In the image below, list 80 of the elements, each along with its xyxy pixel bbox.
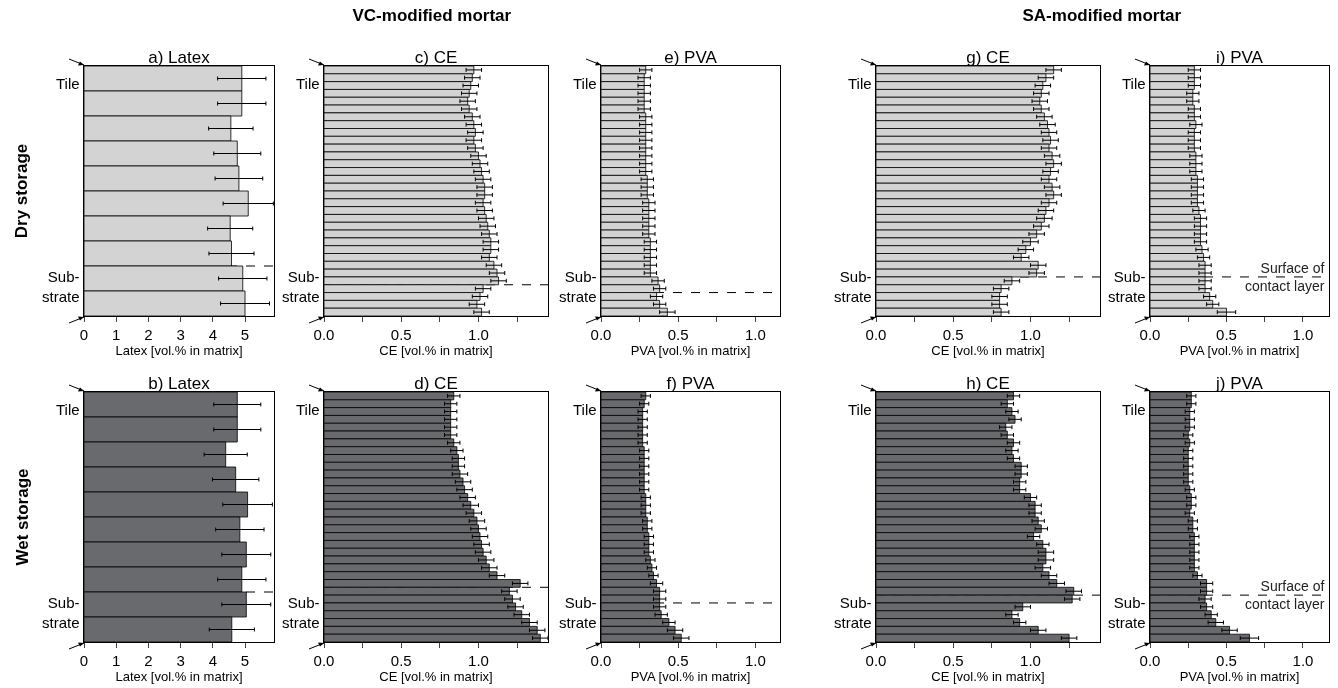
x-tick-label: 2 — [144, 652, 153, 669]
x-tick-label: 0.0 — [1139, 326, 1161, 343]
x-tick-label: 1.0 — [468, 326, 489, 343]
x-axis-title: CE [vol.% in matrix] — [379, 343, 493, 358]
x-tick-label: 0 — [79, 652, 89, 669]
x-tick-label: 1.0 — [744, 652, 766, 669]
x-tick-label: 0 — [79, 326, 89, 343]
x-tick-label: 5 — [240, 326, 250, 343]
x-axis-title: CE [vol.% in matrix] — [379, 669, 493, 684]
x-tick-label: 1.0 — [744, 326, 766, 343]
x-tick-label: 0.5 — [667, 326, 689, 343]
x-tick-label: 1.0 — [1020, 326, 1041, 343]
text: VC-modified mortar — [352, 6, 512, 26]
x-tick-label: 2 — [144, 326, 153, 343]
text: Sub- strate — [834, 268, 872, 305]
x-tick-label: 0.5 — [1216, 652, 1237, 669]
text: Tile — [296, 75, 320, 92]
x-tick-label: 4 — [208, 652, 217, 669]
x-axis-title: PVA [vol.% in matrix] — [630, 669, 751, 684]
text: Tile — [1122, 401, 1146, 418]
x-tick-label: 0.5 — [390, 326, 412, 343]
chart-title: h) CE — [966, 374, 1010, 393]
x-tick-label: 1.0 — [1292, 326, 1314, 343]
x-tick-label: 0.5 — [942, 326, 964, 343]
text: Sub- strate — [42, 268, 80, 305]
x-axis-title: CE [vol.% in matrix] — [931, 669, 1045, 684]
chart-title: f) PVA — [666, 374, 716, 393]
x-tick-label: 1.0 — [1020, 652, 1041, 669]
text: Sub- strate — [559, 594, 597, 631]
x-tick-label: 0.5 — [1216, 326, 1237, 343]
annotation: Surface of contact layer — [1245, 578, 1325, 613]
x-axis-title: Latex [vol.% in matrix] — [115, 669, 243, 684]
x-tick-label: 4 — [208, 326, 217, 343]
text: Tile — [573, 75, 597, 92]
text: Tile — [848, 75, 872, 92]
x-tick-label: 0.0 — [313, 326, 335, 343]
x-axis-title: PVA [vol.% in matrix] — [1179, 343, 1300, 358]
chart-title: c) CE — [414, 48, 458, 67]
x-tick-label: 0.0 — [590, 652, 612, 669]
text: Sub- strate — [559, 268, 597, 305]
x-tick-label: 0.0 — [590, 326, 612, 343]
x-tick-label: 0.5 — [667, 652, 689, 669]
x-tick-label: 3 — [176, 326, 185, 343]
text: Tile — [296, 401, 320, 418]
annotation: Surface of contact layer — [1245, 260, 1325, 295]
chart-title: i) PVA — [1216, 48, 1264, 67]
x-axis-title: PVA [vol.% in matrix] — [1179, 669, 1300, 684]
x-tick-label: 1.0 — [468, 652, 489, 669]
text: Sub- strate — [1108, 268, 1146, 305]
x-axis-title: Latex [vol.% in matrix] — [115, 343, 243, 358]
chart-title: e) PVA — [664, 48, 718, 67]
text: Tile — [56, 401, 80, 418]
x-tick-label: 1 — [112, 326, 121, 343]
text: Tile — [573, 401, 597, 418]
text: Tile — [848, 401, 872, 418]
text: Sub- strate — [1108, 594, 1146, 631]
text: Sub- strate — [282, 268, 320, 305]
chart-title: b) Latex — [148, 374, 211, 393]
x-axis-title: CE [vol.% in matrix] — [931, 343, 1045, 358]
chart-title: d) CE — [414, 374, 458, 393]
x-tick-label: 0.5 — [390, 652, 412, 669]
chart-title: a) Latex — [148, 48, 211, 67]
x-tick-label: 0.0 — [865, 652, 887, 669]
text: Dry storage — [12, 143, 33, 239]
x-tick-label: 1.0 — [1292, 652, 1314, 669]
x-tick-label: 3 — [176, 652, 185, 669]
text: SA-modified mortar — [1022, 6, 1182, 26]
text: Tile — [56, 75, 80, 92]
x-axis-title: PVA [vol.% in matrix] — [630, 343, 751, 358]
x-tick-label: 0.0 — [865, 326, 887, 343]
text: Sub- strate — [282, 594, 320, 631]
x-tick-label: 0.5 — [942, 652, 964, 669]
x-tick-label: 0.0 — [313, 652, 335, 669]
text: Sub- strate — [834, 594, 872, 631]
text: Tile — [1122, 75, 1146, 92]
x-tick-label: 1 — [112, 652, 121, 669]
x-tick-label: 5 — [240, 652, 250, 669]
x-tick-label: 0.0 — [1139, 652, 1161, 669]
text: Wet storage — [12, 468, 32, 566]
text: Sub- strate — [42, 594, 80, 631]
